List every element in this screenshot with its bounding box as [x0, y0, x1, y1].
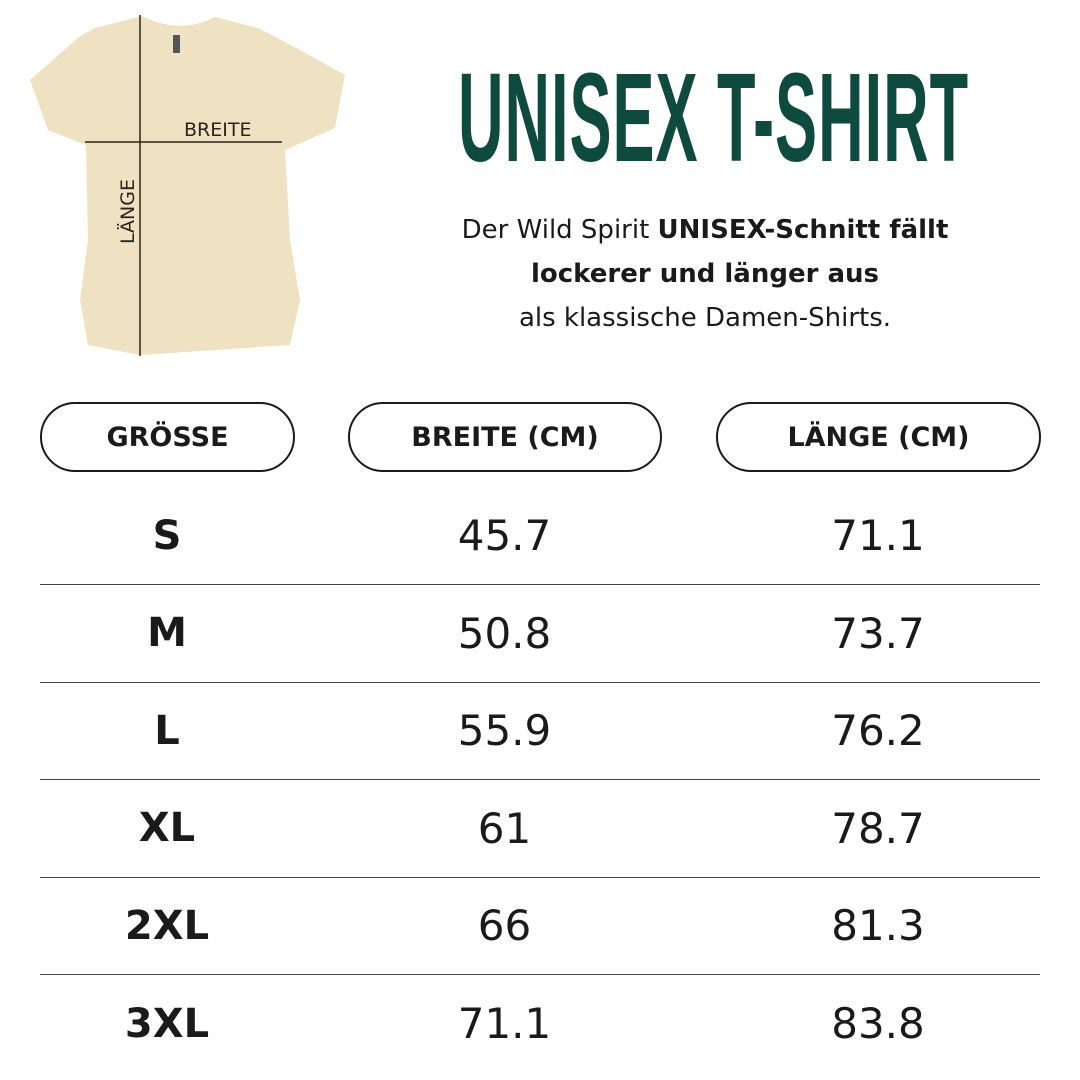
table-row: M 50.8 73.7: [40, 585, 1040, 683]
tshirt-shape: [30, 16, 345, 355]
width-cell: 71.1: [457, 999, 552, 1048]
page-title: UNISEX T-SHIRT: [458, 47, 970, 188]
description-text-2: als klassische Damen-Shirts.: [518, 303, 892, 333]
header-width: BREITE (CM): [348, 402, 662, 472]
table-row: 3XL 71.1 83.8: [40, 975, 1040, 1072]
length-cell: 73.7: [831, 608, 925, 658]
header-length: LÄNGE (CM): [716, 402, 1041, 472]
tshirt-measurement-illustration: BREITE LÄNGE: [30, 15, 345, 356]
table-row: S 45.7 71.1: [40, 487, 1040, 585]
size-cell: S: [152, 512, 182, 559]
width-cell: 50.8: [457, 608, 552, 658]
width-cell: 66: [477, 901, 532, 951]
length-cell: 81.3: [831, 901, 925, 951]
size-cell: M: [147, 610, 187, 657]
description-bold: UNISEX-Schnitt fällt lockerer und länger…: [530, 215, 949, 289]
header-size: GRÖSSE: [40, 402, 295, 472]
size-cell: 2XL: [124, 902, 210, 949]
size-cell: XL: [138, 805, 196, 852]
neck-label: [173, 35, 180, 53]
width-cell: 45.7: [457, 511, 552, 560]
width-cell: 61: [477, 803, 532, 853]
length-cell: 78.7: [831, 803, 925, 853]
length-cell: 83.8: [831, 999, 925, 1048]
table-row: L 55.9 76.2: [40, 682, 1040, 781]
description-text: Der Wild Spirit: [461, 215, 658, 245]
length-cell: 71.1: [831, 511, 925, 560]
length-label: LÄNGE: [116, 179, 139, 244]
length-cell: 76.2: [831, 706, 925, 756]
width-label: BREITE: [184, 119, 251, 141]
size-cell: L: [154, 707, 180, 754]
size-cell: 3XL: [124, 1000, 210, 1047]
description: Der Wild Spirit UNISEX-Schnitt fällt loc…: [400, 208, 1010, 340]
width-cell: 55.9: [457, 706, 552, 756]
table-row: 2XL 66 81.3: [40, 877, 1040, 976]
table-row: XL 61 78.7: [40, 780, 1040, 878]
